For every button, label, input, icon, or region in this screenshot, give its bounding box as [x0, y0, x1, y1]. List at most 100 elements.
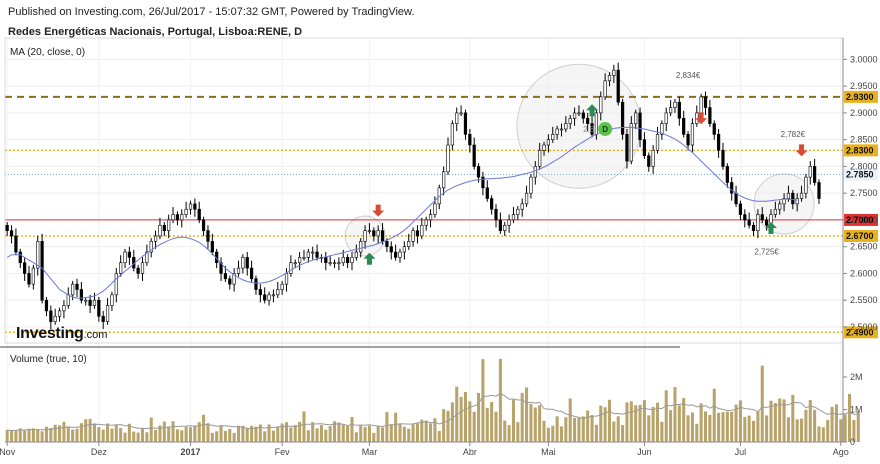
volume-bar — [507, 425, 511, 442]
volume-bar — [664, 390, 668, 442]
chart-title: Redes Energéticas Nacionais, Portugal, L… — [8, 26, 303, 38]
candle — [716, 134, 721, 151]
candle — [577, 112, 581, 115]
candle — [415, 230, 420, 237]
annotation-2-8: 2,8 — [583, 125, 595, 134]
candle — [175, 214, 180, 221]
y-tick-label: 2.6000 — [850, 268, 878, 278]
candle — [712, 123, 716, 135]
candle — [468, 134, 472, 146]
volume-bar — [769, 400, 773, 442]
volume-bar — [804, 409, 808, 442]
candle — [799, 192, 804, 199]
volume-bar — [180, 430, 184, 442]
candle — [267, 294, 271, 301]
volume-bar — [477, 392, 481, 442]
volume-bar — [79, 423, 83, 442]
volume-bar — [446, 410, 450, 442]
volume-bar — [450, 402, 454, 442]
candle — [236, 267, 241, 274]
arrow-down-icon — [795, 144, 808, 157]
volume-tick-label: 0 — [850, 437, 855, 447]
candle — [14, 235, 18, 253]
candle — [450, 123, 454, 146]
price-levels: 2.9300 2.8300 2.7850 2.7000 2.6700 2.4900 — [5, 90, 878, 339]
volume-bar — [817, 426, 821, 442]
candle — [228, 278, 232, 285]
candle — [507, 219, 511, 226]
candle — [232, 273, 236, 285]
candle — [455, 112, 459, 124]
volume-bar — [415, 423, 419, 442]
candle — [92, 299, 97, 306]
candle — [201, 219, 206, 231]
candle — [88, 299, 92, 306]
volume-bar — [245, 428, 249, 442]
candle — [167, 219, 171, 231]
y-tick-label: 2.7000 — [850, 215, 878, 225]
volume-bar — [250, 425, 254, 442]
candle — [394, 251, 398, 258]
volume-bar — [219, 425, 223, 442]
candle — [616, 69, 620, 103]
candle — [367, 230, 372, 232]
candle — [328, 262, 332, 265]
level-label: 2.8300 — [846, 145, 874, 155]
ma-line — [6, 126, 798, 299]
volume-bar — [123, 432, 127, 442]
volume-bar — [119, 428, 123, 442]
y-tick-label: 2.8000 — [850, 161, 878, 171]
volume-bar — [114, 424, 118, 442]
volume-bar — [411, 424, 415, 442]
arrow-up-icon — [363, 252, 376, 265]
candle — [655, 134, 660, 151]
volume-bar — [132, 431, 136, 442]
volume-bar — [75, 428, 79, 442]
candle — [568, 117, 572, 124]
volume-bar — [84, 419, 88, 442]
volume-bar — [638, 404, 642, 442]
candle — [699, 96, 703, 114]
candle — [380, 230, 385, 242]
volume-bar — [202, 414, 206, 442]
volume-bar — [529, 403, 533, 442]
volume-bar — [712, 388, 716, 442]
candle — [660, 123, 664, 135]
candle — [114, 273, 118, 296]
candle — [110, 294, 114, 306]
volume-bar — [210, 432, 214, 442]
volume-bar — [848, 393, 852, 442]
volume-bar — [402, 426, 406, 442]
annotation-2725: 2,725€ — [754, 248, 779, 257]
volume-bar — [695, 423, 699, 442]
annotation-2834: 2,834€ — [676, 71, 701, 80]
volume-bar — [660, 421, 664, 442]
candle — [516, 208, 520, 215]
candle — [572, 112, 577, 119]
volume-bar — [581, 416, 585, 442]
candle — [149, 241, 153, 253]
volume-bar — [472, 411, 476, 442]
y-tick-label: 2.6500 — [850, 242, 878, 252]
candle — [293, 262, 297, 265]
candle — [346, 257, 350, 264]
candle — [354, 251, 358, 258]
volume-bar — [773, 403, 777, 442]
candle — [162, 224, 166, 231]
volume-bar — [852, 419, 856, 442]
volume-bar — [586, 410, 590, 442]
volume-bar — [319, 425, 323, 442]
volume-bar — [363, 427, 367, 442]
marker-d-icon — [598, 121, 613, 136]
x-tick-label: Nov — [0, 447, 16, 457]
x-tick-label: Jun — [637, 447, 652, 457]
candle — [581, 112, 585, 119]
volume-bar — [337, 422, 341, 442]
volume-bar — [555, 416, 559, 442]
volume-bar — [813, 409, 817, 442]
candle — [647, 155, 651, 167]
volume-bar — [503, 420, 507, 442]
volume-bar — [328, 426, 332, 442]
volume-bar — [92, 423, 97, 442]
